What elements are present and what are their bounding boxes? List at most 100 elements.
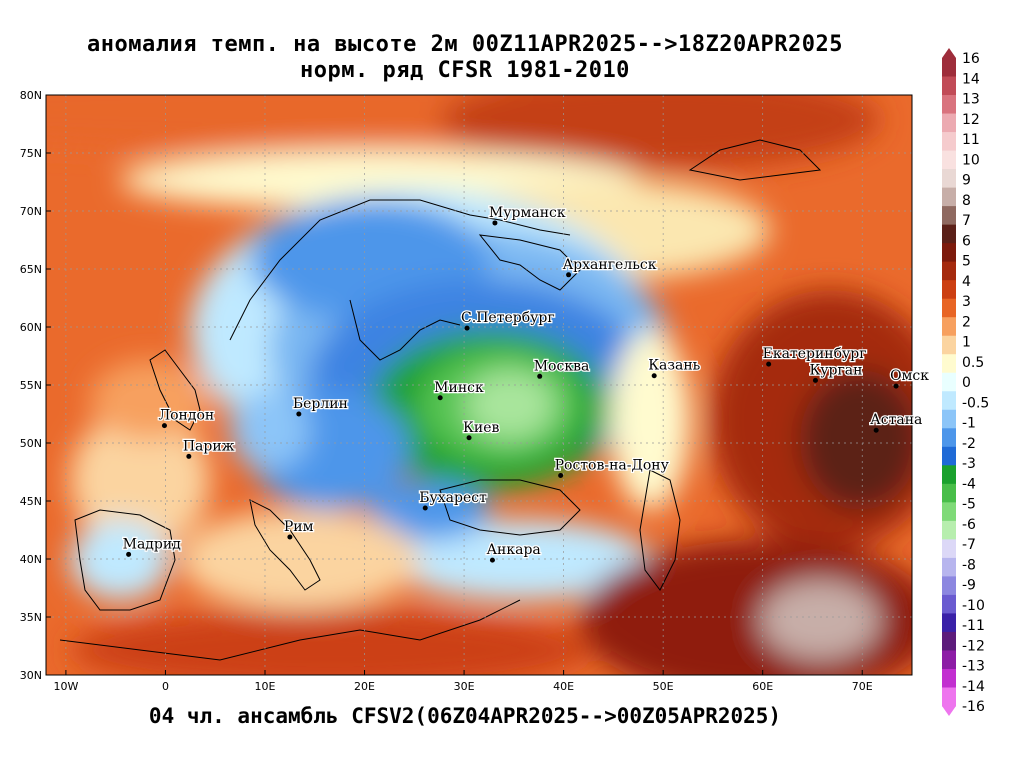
coastlines: [59, 139, 822, 661]
colorbar-swatch: [942, 520, 956, 540]
city-marker: Киев: [462, 419, 501, 441]
colorbar-swatch: [942, 465, 956, 485]
colorbar-swatch: [942, 687, 956, 707]
ensemble-footer: 04 чл. ансамбль CFSV2(06Z04APR2025-->00Z…: [148, 704, 782, 728]
city-dot: [489, 557, 495, 563]
colorbar: 16 14 13 12 11 10 9 8 7 6 5 4 3 2 1 0.5 0 -0.5 -1 -2 -3 -4 -5 -…: [942, 48, 989, 716]
lat-tick-label: 60N: [20, 321, 42, 334]
city-marker: Москва: [532, 357, 591, 379]
colorbar-level-label: -6: [962, 517, 976, 533]
lon-tick-label: 30E: [454, 680, 475, 693]
colorbar-level-label: 3: [962, 294, 971, 310]
city-dot: [186, 453, 192, 459]
colorbar-level-label: 0: [962, 375, 971, 391]
colorbar-level-label: 9: [962, 173, 971, 189]
colorbar-swatch: [942, 391, 956, 411]
colorbar-level-label: 8: [962, 193, 971, 209]
lat-tick-label: 70N: [20, 205, 42, 218]
city-label: Архангельск: [563, 257, 657, 273]
city-label: Минск: [434, 380, 484, 396]
city-label: Москва: [534, 358, 590, 374]
colorbar-swatch: [942, 261, 956, 281]
city-dot: [558, 472, 564, 478]
colorbar-swatch: [942, 631, 956, 651]
colorbar-level-label: -8: [962, 557, 976, 573]
city-marker: Екатеринбург: [761, 345, 868, 367]
colorbar-level-label: -1: [962, 416, 976, 432]
city-label: Мадрид: [123, 536, 182, 552]
colorbar-level-label: 16: [962, 51, 980, 67]
lon-tick-label: 0: [162, 680, 169, 693]
city-label: Екатеринбург: [763, 346, 867, 362]
colorbar-level-label: 10: [962, 152, 980, 168]
colorbar-level-label: -4: [962, 476, 976, 492]
city-label: Берлин: [293, 396, 348, 412]
lon-tick-label: 20E: [354, 680, 375, 693]
city-dot: [437, 395, 443, 401]
city-dot: [812, 377, 818, 383]
colorbar-swatch: [942, 113, 956, 133]
colorbar-level-label: -3: [962, 456, 976, 472]
colorbar-level-label: -16: [962, 699, 985, 715]
colorbar-level-label: 4: [962, 274, 971, 290]
lat-tick-label: 50N: [20, 437, 42, 450]
colorbar-swatch: [942, 58, 956, 78]
map-subtitle: норм. ряд CFSR 1981-2010: [300, 58, 630, 83]
colorbar-level-label: -12: [962, 638, 985, 654]
city-dot: [893, 383, 899, 389]
city-label: Астана: [870, 412, 922, 428]
colorbar-level-label: -9: [962, 578, 976, 594]
lat-tick-label: 35N: [20, 611, 42, 624]
colorbar-labels: 16 14 13 12 11 10 9 8 7 6 5 4 3 2 1 0.5 0 -0.5 -1 -2 -3 -4 -5 -…: [962, 51, 989, 715]
colorbar-level-label: 13: [962, 92, 980, 108]
city-marker: Астана: [869, 411, 924, 433]
lat-tick-label: 75N: [20, 147, 42, 160]
lat-tick-label: 40N: [20, 553, 42, 566]
lon-tick-label: 50E: [653, 680, 674, 693]
colorbar-swatch: [942, 557, 956, 577]
colorbar-swatch: [942, 187, 956, 207]
city-marker: Рим: [283, 518, 315, 540]
city-label: Омск: [890, 368, 929, 384]
colorbar-level-label: 14: [962, 71, 980, 87]
colorbar-level-label: 6: [962, 233, 971, 249]
city-marker: Курган: [808, 361, 864, 383]
city-label: Лондон: [158, 408, 214, 424]
lat-tick-label: 45N: [20, 495, 42, 508]
colorbar-swatch: [942, 354, 956, 374]
city-dot: [464, 325, 470, 331]
colorbar-swatch: [942, 132, 956, 152]
colorbar-level-label: -10: [962, 598, 985, 614]
city-label: Курган: [809, 362, 862, 378]
colorbar-swatch: [942, 613, 956, 633]
colorbar-level-label: 7: [962, 213, 971, 229]
city-marker: Берлин: [292, 395, 349, 417]
colorbar-swatch: [942, 280, 956, 300]
city-marker: Омск: [889, 367, 931, 389]
lon-tick-label: 10E: [255, 680, 276, 693]
colorbar-swatch: [942, 298, 956, 318]
city-marker: Анкара: [485, 541, 542, 563]
city-layer: Мурманск Архангельск С.Петербург Москва Минс…: [121, 204, 931, 563]
city-dot: [492, 220, 498, 226]
city-marker: Мадрид: [121, 535, 182, 557]
lat-tick-label: 80N: [20, 89, 42, 102]
city-label: Бухарест: [419, 490, 487, 506]
colorbar-level-label: -2: [962, 436, 976, 452]
colorbar-boxes: [942, 48, 956, 716]
city-dot: [296, 411, 302, 417]
city-label: Анкара: [486, 542, 540, 558]
lat-tick-label: 55N: [20, 379, 42, 392]
city-marker: Лондон: [157, 406, 216, 429]
colorbar-swatch: [942, 335, 956, 355]
lat-tick-label: 30N: [20, 669, 42, 682]
city-marker: Минск: [433, 379, 485, 401]
colorbar-level-label: -5: [962, 497, 976, 513]
city-dot: [126, 551, 132, 557]
colorbar-swatch: [942, 317, 956, 337]
colorbar-level-label: -0.5: [962, 395, 989, 411]
city-marker: С.Петербург: [460, 309, 556, 331]
city-label: Мурманск: [489, 205, 566, 221]
colorbar-swatch: [942, 76, 956, 96]
city-marker: Архангельск: [561, 256, 658, 278]
